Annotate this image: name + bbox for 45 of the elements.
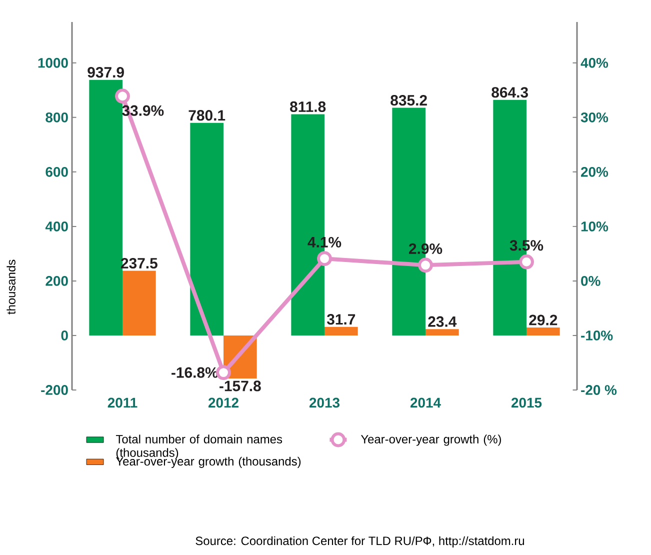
y2-tick-label: 30% xyxy=(580,112,608,122)
y-tick-label: 600 xyxy=(46,166,68,177)
bar xyxy=(426,329,459,336)
data-label: 811.8 xyxy=(290,101,326,112)
data-label: 4.1% xyxy=(308,236,342,248)
data-label: -157.8 xyxy=(220,380,261,392)
data-label: -16.8% xyxy=(172,367,218,378)
x-tick-label: 2014 xyxy=(410,398,441,408)
bar xyxy=(190,122,224,336)
y2-tick-label: 0% xyxy=(581,276,600,286)
y-tick-label: 1000 xyxy=(38,58,68,68)
y-tick-label: 800 xyxy=(46,112,68,122)
point xyxy=(317,251,332,266)
bar xyxy=(526,328,560,336)
data-label: 835.2 xyxy=(390,95,427,106)
y-tick-label: 200 xyxy=(46,276,68,286)
x-tick-label: 2011 xyxy=(108,398,138,408)
x-tick-label: 2013 xyxy=(309,398,340,408)
bar xyxy=(324,326,358,336)
point xyxy=(216,365,231,380)
y2-tick-label: -20 % xyxy=(581,385,617,395)
bar xyxy=(122,270,156,336)
y2-tick-label: 20% xyxy=(581,166,608,177)
y2-tick-label: -10% xyxy=(581,330,613,340)
y-tick-label: 0 xyxy=(61,330,68,340)
point xyxy=(418,258,433,273)
y2-tick-label: 40% xyxy=(580,58,608,68)
data-label: 3.5% xyxy=(510,240,544,251)
data-label: 937.9 xyxy=(88,67,124,78)
x-tick-label: 2012 xyxy=(208,398,238,408)
y-axis-title: thousands xyxy=(6,260,16,314)
legend-label: Year-over-year growth (%) xyxy=(360,434,501,446)
data-label: 780.1 xyxy=(188,110,226,121)
data-label: 31.7 xyxy=(326,314,356,325)
data-label: 29.2 xyxy=(529,314,558,326)
point xyxy=(519,254,534,270)
point xyxy=(115,88,130,104)
y2-tick-label: 10% xyxy=(581,221,608,232)
source-note: Source: Coordination Center for TLD RU/РФ, http://statdom.ru xyxy=(196,536,524,548)
y-tick-label: -200 xyxy=(41,385,68,395)
data-label: 23.4 xyxy=(428,316,457,327)
y-tick-label: 400 xyxy=(45,221,68,232)
bar xyxy=(89,80,122,336)
x-tick-label: 2015 xyxy=(511,398,542,408)
data-label: 864.3 xyxy=(492,87,528,98)
